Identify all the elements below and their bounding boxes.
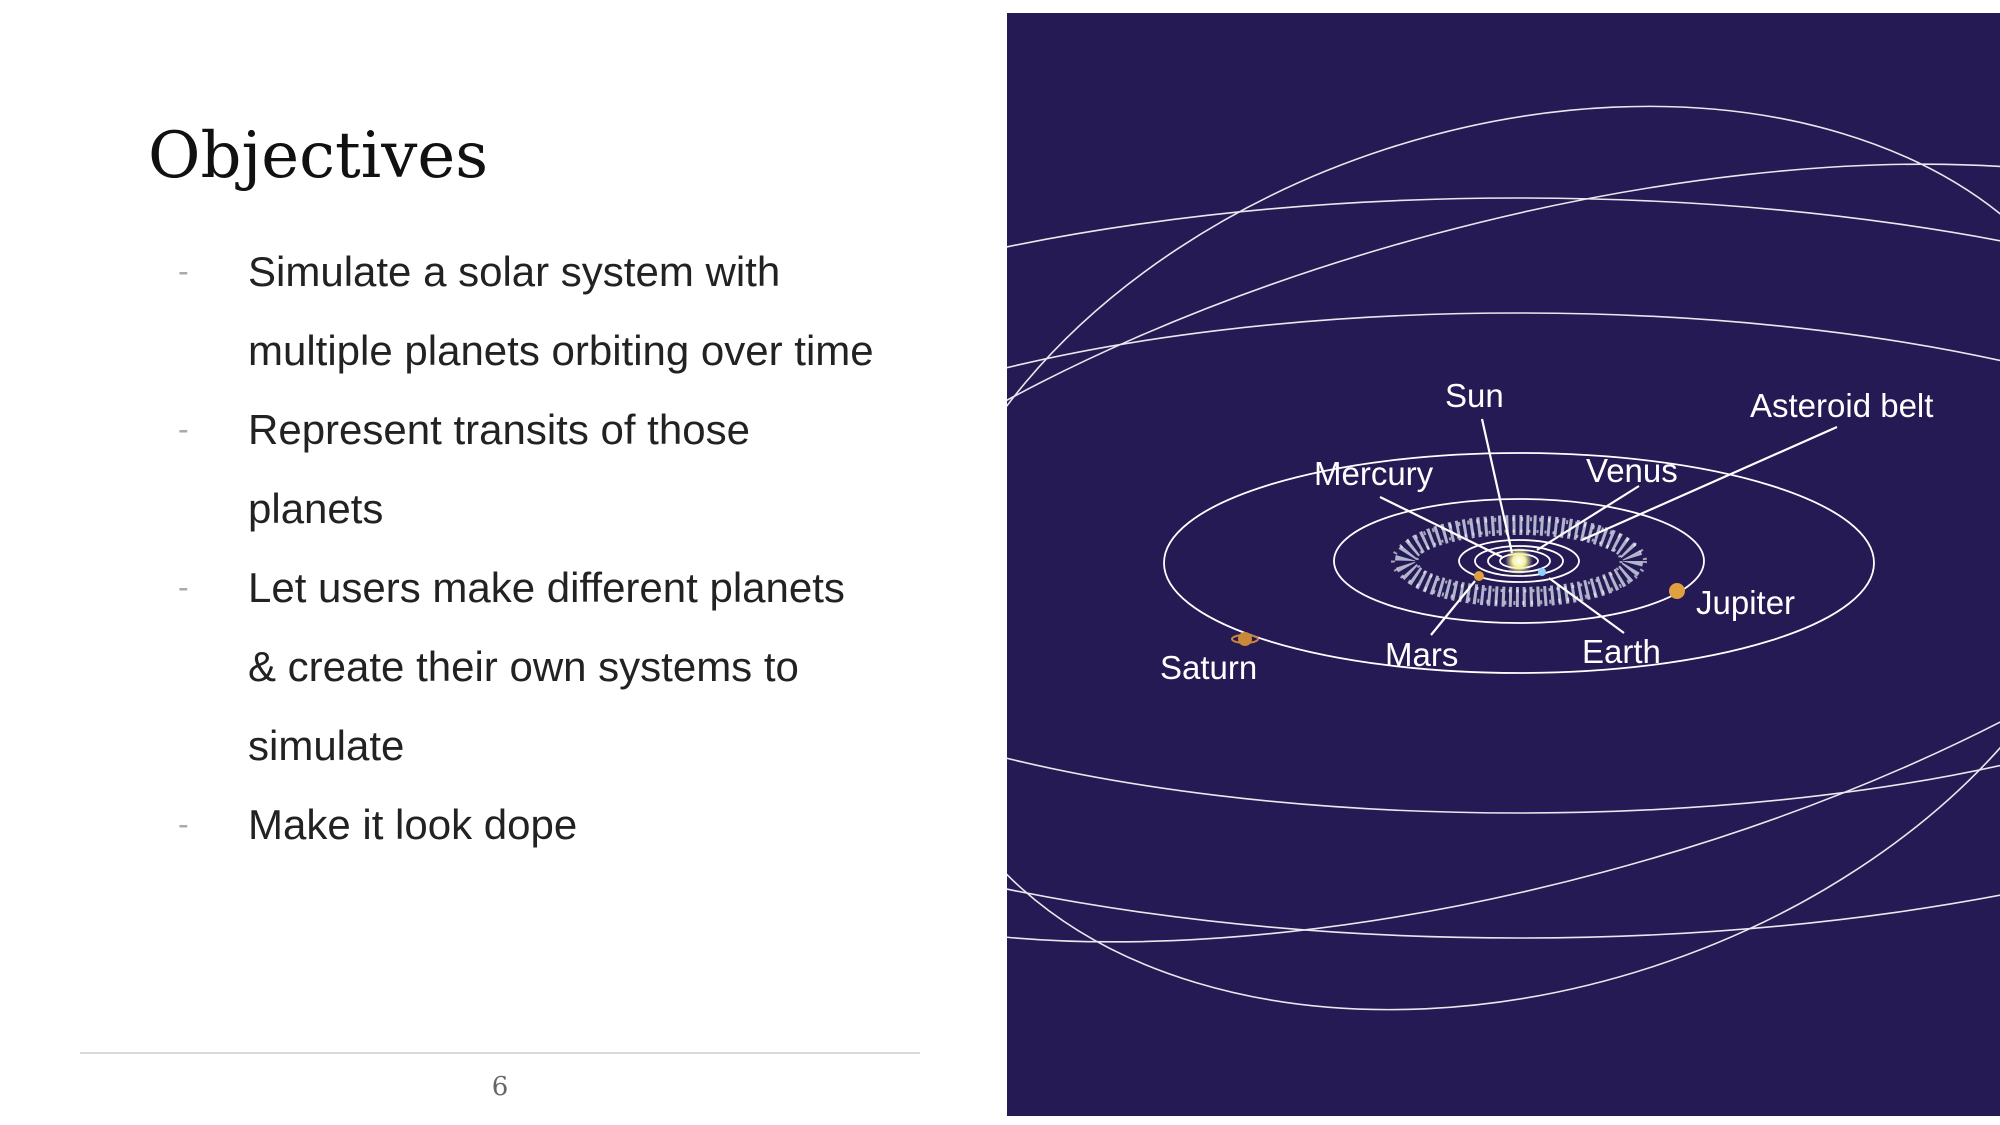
bullet-item: - Let users make different planets & cre… <box>178 548 878 785</box>
solar-system-svg: Sun Asteroid belt Mercury Venus Jupiter … <box>1007 13 2000 1116</box>
bullet-marker: - <box>178 232 189 311</box>
label-asteroid-belt: Asteroid belt <box>1750 387 1933 424</box>
solar-system-diagram: Sun Asteroid belt Mercury Venus Jupiter … <box>1007 13 2000 1116</box>
bullet-marker: - <box>178 548 189 627</box>
page-number: 6 <box>480 1072 520 1102</box>
bullet-list: - Simulate a solar system with multiple … <box>178 232 878 864</box>
leader-mars <box>1431 581 1475 635</box>
bullet-item: - Represent transits of those planets <box>178 390 878 548</box>
label-sun: Sun <box>1445 377 1504 414</box>
label-mercury: Mercury <box>1314 455 1434 492</box>
bullet-text: Represent transits of those planets <box>248 406 750 532</box>
slide-title: Objectives <box>148 118 488 195</box>
bullet-marker: - <box>178 390 189 469</box>
leader-mercury <box>1380 497 1502 557</box>
earth-icon <box>1538 568 1546 576</box>
footer-divider <box>80 1052 920 1054</box>
orbit-outer-2 <box>1007 198 2000 938</box>
bullet-text: Let users make different planets & creat… <box>248 564 845 769</box>
bullet-text: Simulate a solar system with multiple pl… <box>248 248 874 374</box>
bullet-item: - Make it look dope <box>178 785 878 864</box>
jupiter-icon <box>1669 583 1685 599</box>
mars-icon <box>1474 571 1484 581</box>
bullet-item: - Simulate a solar system with multiple … <box>178 232 878 390</box>
label-saturn: Saturn <box>1160 649 1257 686</box>
label-earth: Earth <box>1582 633 1661 670</box>
label-mars: Mars <box>1385 636 1458 673</box>
orbit-outer-4 <box>1007 13 2000 1094</box>
label-jupiter: Jupiter <box>1696 584 1795 621</box>
bullet-text: Make it look dope <box>248 801 577 848</box>
bullet-marker: - <box>178 785 189 864</box>
label-venus: Venus <box>1586 452 1678 489</box>
sun-icon <box>1505 547 1533 575</box>
